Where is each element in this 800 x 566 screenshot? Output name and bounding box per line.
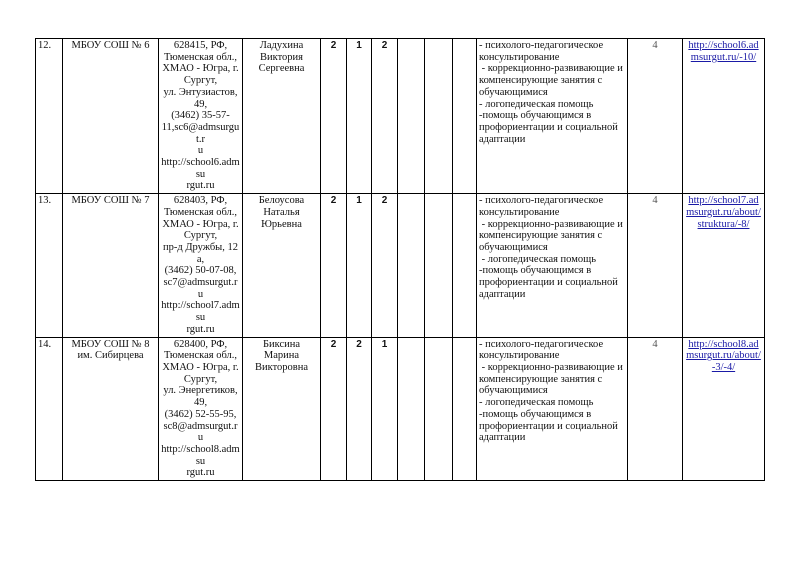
address-line: ул. Энергетиков, 49, bbox=[163, 385, 238, 409]
empty-cell bbox=[424, 193, 453, 338]
address-line: (3462) 50-07-08, bbox=[164, 265, 237, 277]
address-line: Сургут, bbox=[183, 373, 218, 385]
row-number: 14. bbox=[35, 336, 63, 482]
school-link-cell: http://school6.admsurgut.ru/-10/ bbox=[682, 37, 765, 195]
services-line: - коррекционно-развивающие и компенсирую… bbox=[479, 218, 626, 253]
value-2: 1 bbox=[346, 193, 372, 338]
address-line: Сургут, bbox=[183, 75, 218, 87]
address-line: Тюменская обл., bbox=[163, 350, 238, 362]
school-link[interactable]: http://school6.admsurgut.ru/-10/ bbox=[688, 40, 759, 63]
school-link-cell: http://school7.admsurgut.ru/about/strukt… bbox=[682, 193, 765, 338]
value-1: 2 bbox=[320, 37, 347, 195]
specialist-name: Биксина Марина Викторовна bbox=[242, 336, 321, 482]
address-line: u bbox=[197, 145, 204, 157]
services-line: -помощь обучающимся в профориентации и с… bbox=[479, 408, 621, 444]
school-link-cell: http://school8.admsurgut.ru/about/-3/-4/ bbox=[682, 336, 765, 482]
services-count: 4 bbox=[627, 37, 683, 195]
services-line: - логопедическая помощь bbox=[479, 397, 594, 409]
school-name: МБОУ СОШ № 6 bbox=[62, 37, 159, 195]
services-list: - психолого-педагогическое консультирова… bbox=[476, 193, 628, 338]
address-line: пр-д Дружбы, 12а, bbox=[163, 241, 238, 265]
school-address: 628400, РФ, Тюменская обл., ХМАО - Югра, г… bbox=[158, 336, 243, 482]
empty-cell bbox=[452, 336, 477, 482]
services-line: - психолого-педагогическое консультирова… bbox=[479, 195, 606, 218]
row-number: 13. bbox=[35, 193, 63, 338]
services-count: 4 bbox=[627, 193, 683, 338]
services-line: - логопедическая помощь bbox=[479, 98, 594, 110]
value-1: 2 bbox=[320, 193, 347, 338]
address-line: (3462) 52-55-95, bbox=[164, 408, 237, 420]
specialist-name: Ладухина Виктория Сергеевна bbox=[242, 37, 321, 195]
services-line: - психолого-педагогическое консультирова… bbox=[479, 40, 606, 63]
specialist-name: Белоусова Наталья Юрьевна bbox=[242, 193, 321, 338]
services-line: - логопедическая помощь bbox=[479, 253, 596, 265]
address-line: rgut.ru bbox=[186, 323, 215, 335]
address-line: (3462) 35-57- bbox=[171, 110, 230, 122]
value-3: 2 bbox=[371, 193, 398, 338]
address-line: rgut.ru bbox=[186, 467, 215, 479]
value-3: 2 bbox=[371, 37, 398, 195]
address-line: ХМАО - Югра, г. bbox=[162, 218, 239, 230]
table-row: 14. МБОУ СОШ № 8 им. Сибирцева 628400, Р… bbox=[35, 336, 765, 482]
address-line: http://school7.admsu bbox=[161, 300, 240, 324]
empty-cell bbox=[452, 37, 477, 195]
services-line: - психолого-педагогическое консультирова… bbox=[479, 338, 606, 362]
school-name: МБОУ СОШ № 7 bbox=[62, 193, 159, 338]
services-line: - коррекционно-развивающие и компенсирую… bbox=[479, 361, 626, 397]
address-line: ХМАО - Югра, г. bbox=[162, 361, 239, 373]
address-line: 628400, РФ, bbox=[173, 338, 228, 350]
value-2: 1 bbox=[346, 37, 372, 195]
value-1: 2 bbox=[320, 336, 347, 482]
empty-cell bbox=[452, 193, 477, 338]
table-row: 13. МБОУ СОШ № 7 628403, РФ, Тюменская об… bbox=[35, 193, 765, 338]
services-list: - психолого-педагогическое консультирова… bbox=[476, 37, 628, 195]
school-link[interactable]: http://school7.admsurgut.ru/about/strukt… bbox=[686, 195, 761, 230]
services-line: - коррекционно-развивающие и компенсирую… bbox=[479, 63, 626, 98]
address-line: ул. Энтузиастов, 49, bbox=[163, 86, 238, 110]
empty-cell bbox=[397, 37, 425, 195]
school-name: МБОУ СОШ № 8 им. Сибирцева bbox=[62, 336, 159, 482]
school-address: 628415, РФ, Тюменская обл., ХМАО - Югра, г… bbox=[158, 37, 243, 195]
table-row: 12. МБОУ СОШ № 6 628415, РФ, Тюменская об… bbox=[35, 37, 765, 195]
address-line: rgut.ru bbox=[186, 180, 215, 192]
services-line: -помощь обучающимся в профориентации и с… bbox=[479, 110, 621, 145]
address-line: ХМАО - Югра, г. bbox=[162, 63, 239, 75]
services-list: - психолого-педагогическое консультирова… bbox=[476, 336, 628, 482]
empty-cell bbox=[424, 336, 453, 482]
address-line: Тюменская обл., bbox=[163, 51, 238, 63]
services-line: -помощь обучающимся в профориентации и с… bbox=[479, 265, 621, 300]
address-line: Тюменская обл., bbox=[163, 206, 238, 218]
address-line: sc7@admsurgut.ru bbox=[163, 277, 238, 300]
address-line: 11,sc6@admsurgut.r bbox=[161, 121, 240, 145]
address-line: sc8@admsurgut.ru bbox=[163, 420, 238, 444]
row-number: 12. bbox=[35, 37, 63, 195]
address-line: Сургут, bbox=[183, 230, 218, 242]
address-line: 628415, РФ, bbox=[173, 40, 228, 51]
empty-cell bbox=[424, 37, 453, 195]
schools-table: 12. МБОУ СОШ № 6 628415, РФ, Тюменская об… bbox=[35, 37, 765, 482]
school-link[interactable]: http://school8.admsurgut.ru/about/-3/-4/ bbox=[686, 338, 761, 373]
school-address: 628403, РФ, Тюменская обл., ХМАО - Югра, г… bbox=[158, 193, 243, 338]
empty-cell bbox=[397, 193, 425, 338]
address-line: http://school6.admsu bbox=[161, 157, 240, 180]
empty-cell bbox=[397, 336, 425, 482]
address-line: 628403, РФ, bbox=[173, 195, 228, 207]
services-count: 4 bbox=[627, 336, 683, 482]
value-2: 2 bbox=[346, 336, 372, 482]
value-3: 1 bbox=[371, 336, 398, 482]
address-line: http://school8.admsu bbox=[161, 443, 240, 467]
